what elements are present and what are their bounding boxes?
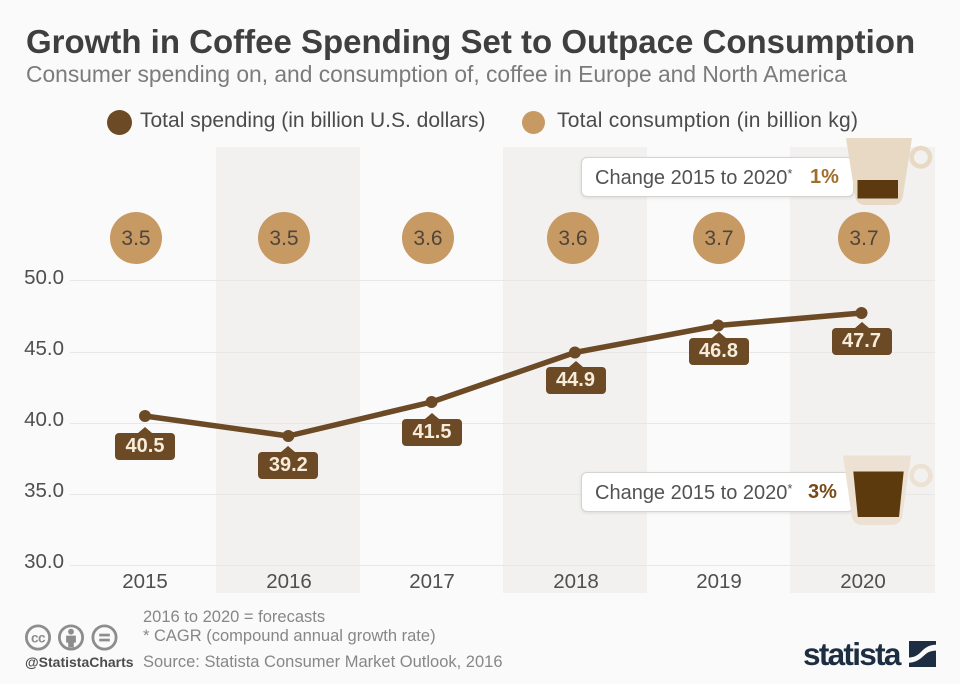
svg-text:cc: cc: [31, 630, 46, 645]
